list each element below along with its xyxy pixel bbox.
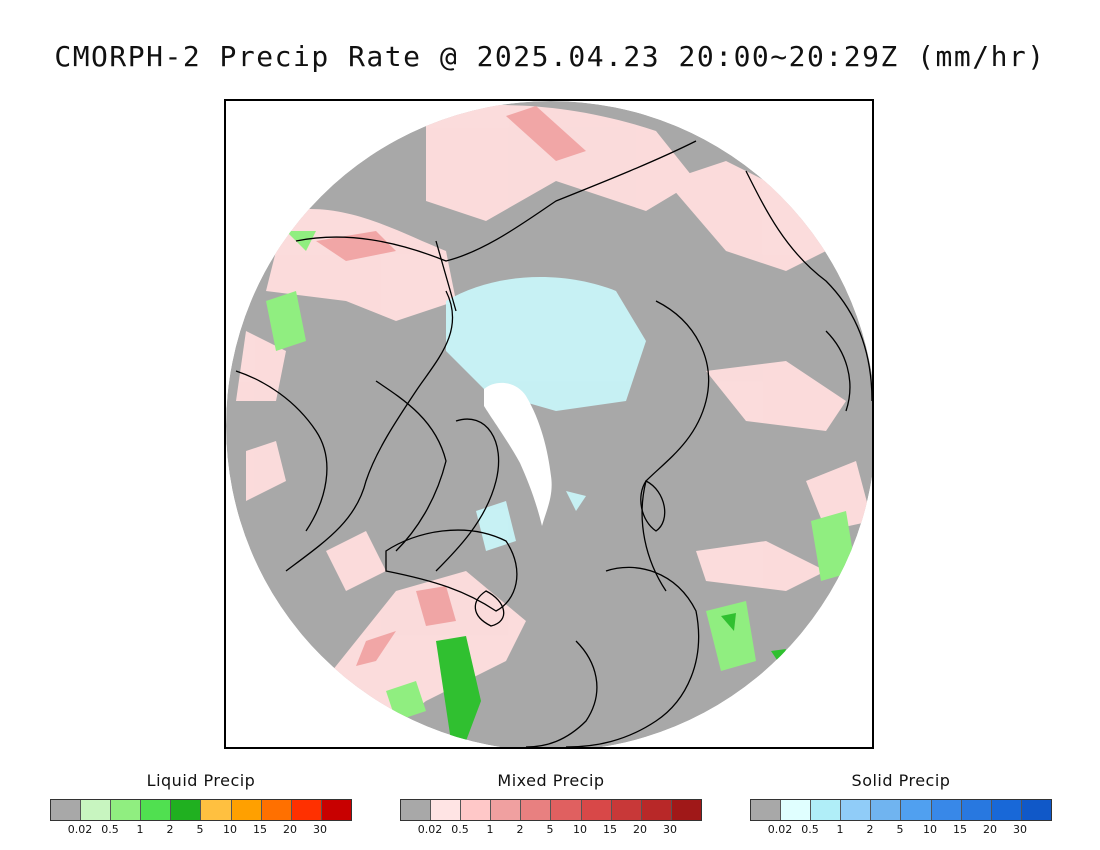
tick-label: 10 [923, 823, 937, 836]
color-scale [50, 799, 352, 821]
color-swatch [751, 800, 782, 820]
tick-label: 20 [633, 823, 647, 836]
tick-label: 0.5 [451, 823, 469, 836]
tick-label: 0.5 [101, 823, 119, 836]
tick-label: 1 [136, 823, 144, 836]
color-swatch [401, 800, 432, 820]
tick-label: 1 [836, 823, 844, 836]
tick-label: 15 [603, 823, 617, 836]
coastlines [235, 140, 872, 747]
color-swatch [551, 800, 582, 820]
polar-map-canvas [226, 101, 872, 747]
tick-label: 15 [253, 823, 267, 836]
tick-label: 0.5 [801, 823, 819, 836]
tick-label: 10 [223, 823, 237, 836]
legend-mixed: Mixed Precip 0.02 0.5 1 2 5 10 15 20 30 [400, 770, 702, 837]
tick-label: 5 [546, 823, 554, 836]
tick-label: 30 [663, 823, 677, 836]
tick-label: 1 [486, 823, 494, 836]
tick-labels: 0.02 0.5 1 2 5 10 15 20 30 [750, 821, 1050, 837]
color-swatch [641, 800, 672, 820]
legend-title: Mixed Precip [497, 771, 605, 790]
color-swatch [1021, 800, 1051, 820]
tick-label: 30 [1013, 823, 1027, 836]
polar-map [224, 99, 874, 749]
mixed-precip-heavy [316, 106, 586, 666]
tick-label: 10 [573, 823, 587, 836]
tick-labels: 0.02 0.5 1 2 5 10 15 20 30 [50, 821, 350, 837]
color-swatch [811, 800, 842, 820]
color-swatch [81, 800, 112, 820]
tick-label: 0.02 [417, 823, 443, 836]
color-swatch [231, 800, 262, 820]
tick-label: 0.02 [67, 823, 93, 836]
tick-label: 15 [953, 823, 967, 836]
tick-label: 2 [866, 823, 874, 836]
tick-label: 2 [516, 823, 524, 836]
color-swatch [201, 800, 232, 820]
color-swatch [261, 800, 292, 820]
pole-mask [484, 382, 552, 526]
color-swatch [871, 800, 902, 820]
color-swatch [171, 800, 202, 820]
solid-precip-areas [446, 277, 646, 551]
color-swatch [961, 800, 992, 820]
color-swatch [841, 800, 872, 820]
color-swatch [521, 800, 552, 820]
tick-label: 0.02 [767, 823, 793, 836]
color-swatch [141, 800, 172, 820]
map-title: CMORPH-2 Precip Rate @ 2025.04.23 20:00~… [54, 40, 1046, 73]
color-swatch [291, 800, 322, 820]
legend-solid: Solid Precip 0.02 0.5 1 2 5 10 15 20 30 [750, 770, 1052, 837]
liquid-precip-areas [266, 231, 856, 721]
tick-label: 30 [313, 823, 327, 836]
color-swatch [781, 800, 812, 820]
legend-liquid: Liquid Precip 0.02 0.5 1 2 5 10 15 20 30 [50, 770, 352, 837]
tick-label: 2 [166, 823, 174, 836]
color-swatch [111, 800, 142, 820]
color-swatch [431, 800, 462, 820]
color-scale [750, 799, 1052, 821]
color-swatch [671, 800, 701, 820]
color-swatch [491, 800, 522, 820]
color-swatch [991, 800, 1022, 820]
color-swatch [581, 800, 612, 820]
color-swatch [901, 800, 932, 820]
color-swatch [611, 800, 642, 820]
tick-label: 20 [283, 823, 297, 836]
tick-label: 5 [196, 823, 204, 836]
legend-title: Solid Precip [851, 771, 951, 790]
color-swatch [931, 800, 962, 820]
tick-labels: 0.02 0.5 1 2 5 10 15 20 30 [400, 821, 700, 837]
color-swatch [321, 800, 351, 820]
color-swatch [51, 800, 82, 820]
color-scale [400, 799, 702, 821]
legend-title: Liquid Precip [146, 771, 256, 790]
tick-label: 20 [983, 823, 997, 836]
liquid-precip-heavy [436, 613, 786, 741]
tick-label: 5 [896, 823, 904, 836]
color-swatch [461, 800, 492, 820]
